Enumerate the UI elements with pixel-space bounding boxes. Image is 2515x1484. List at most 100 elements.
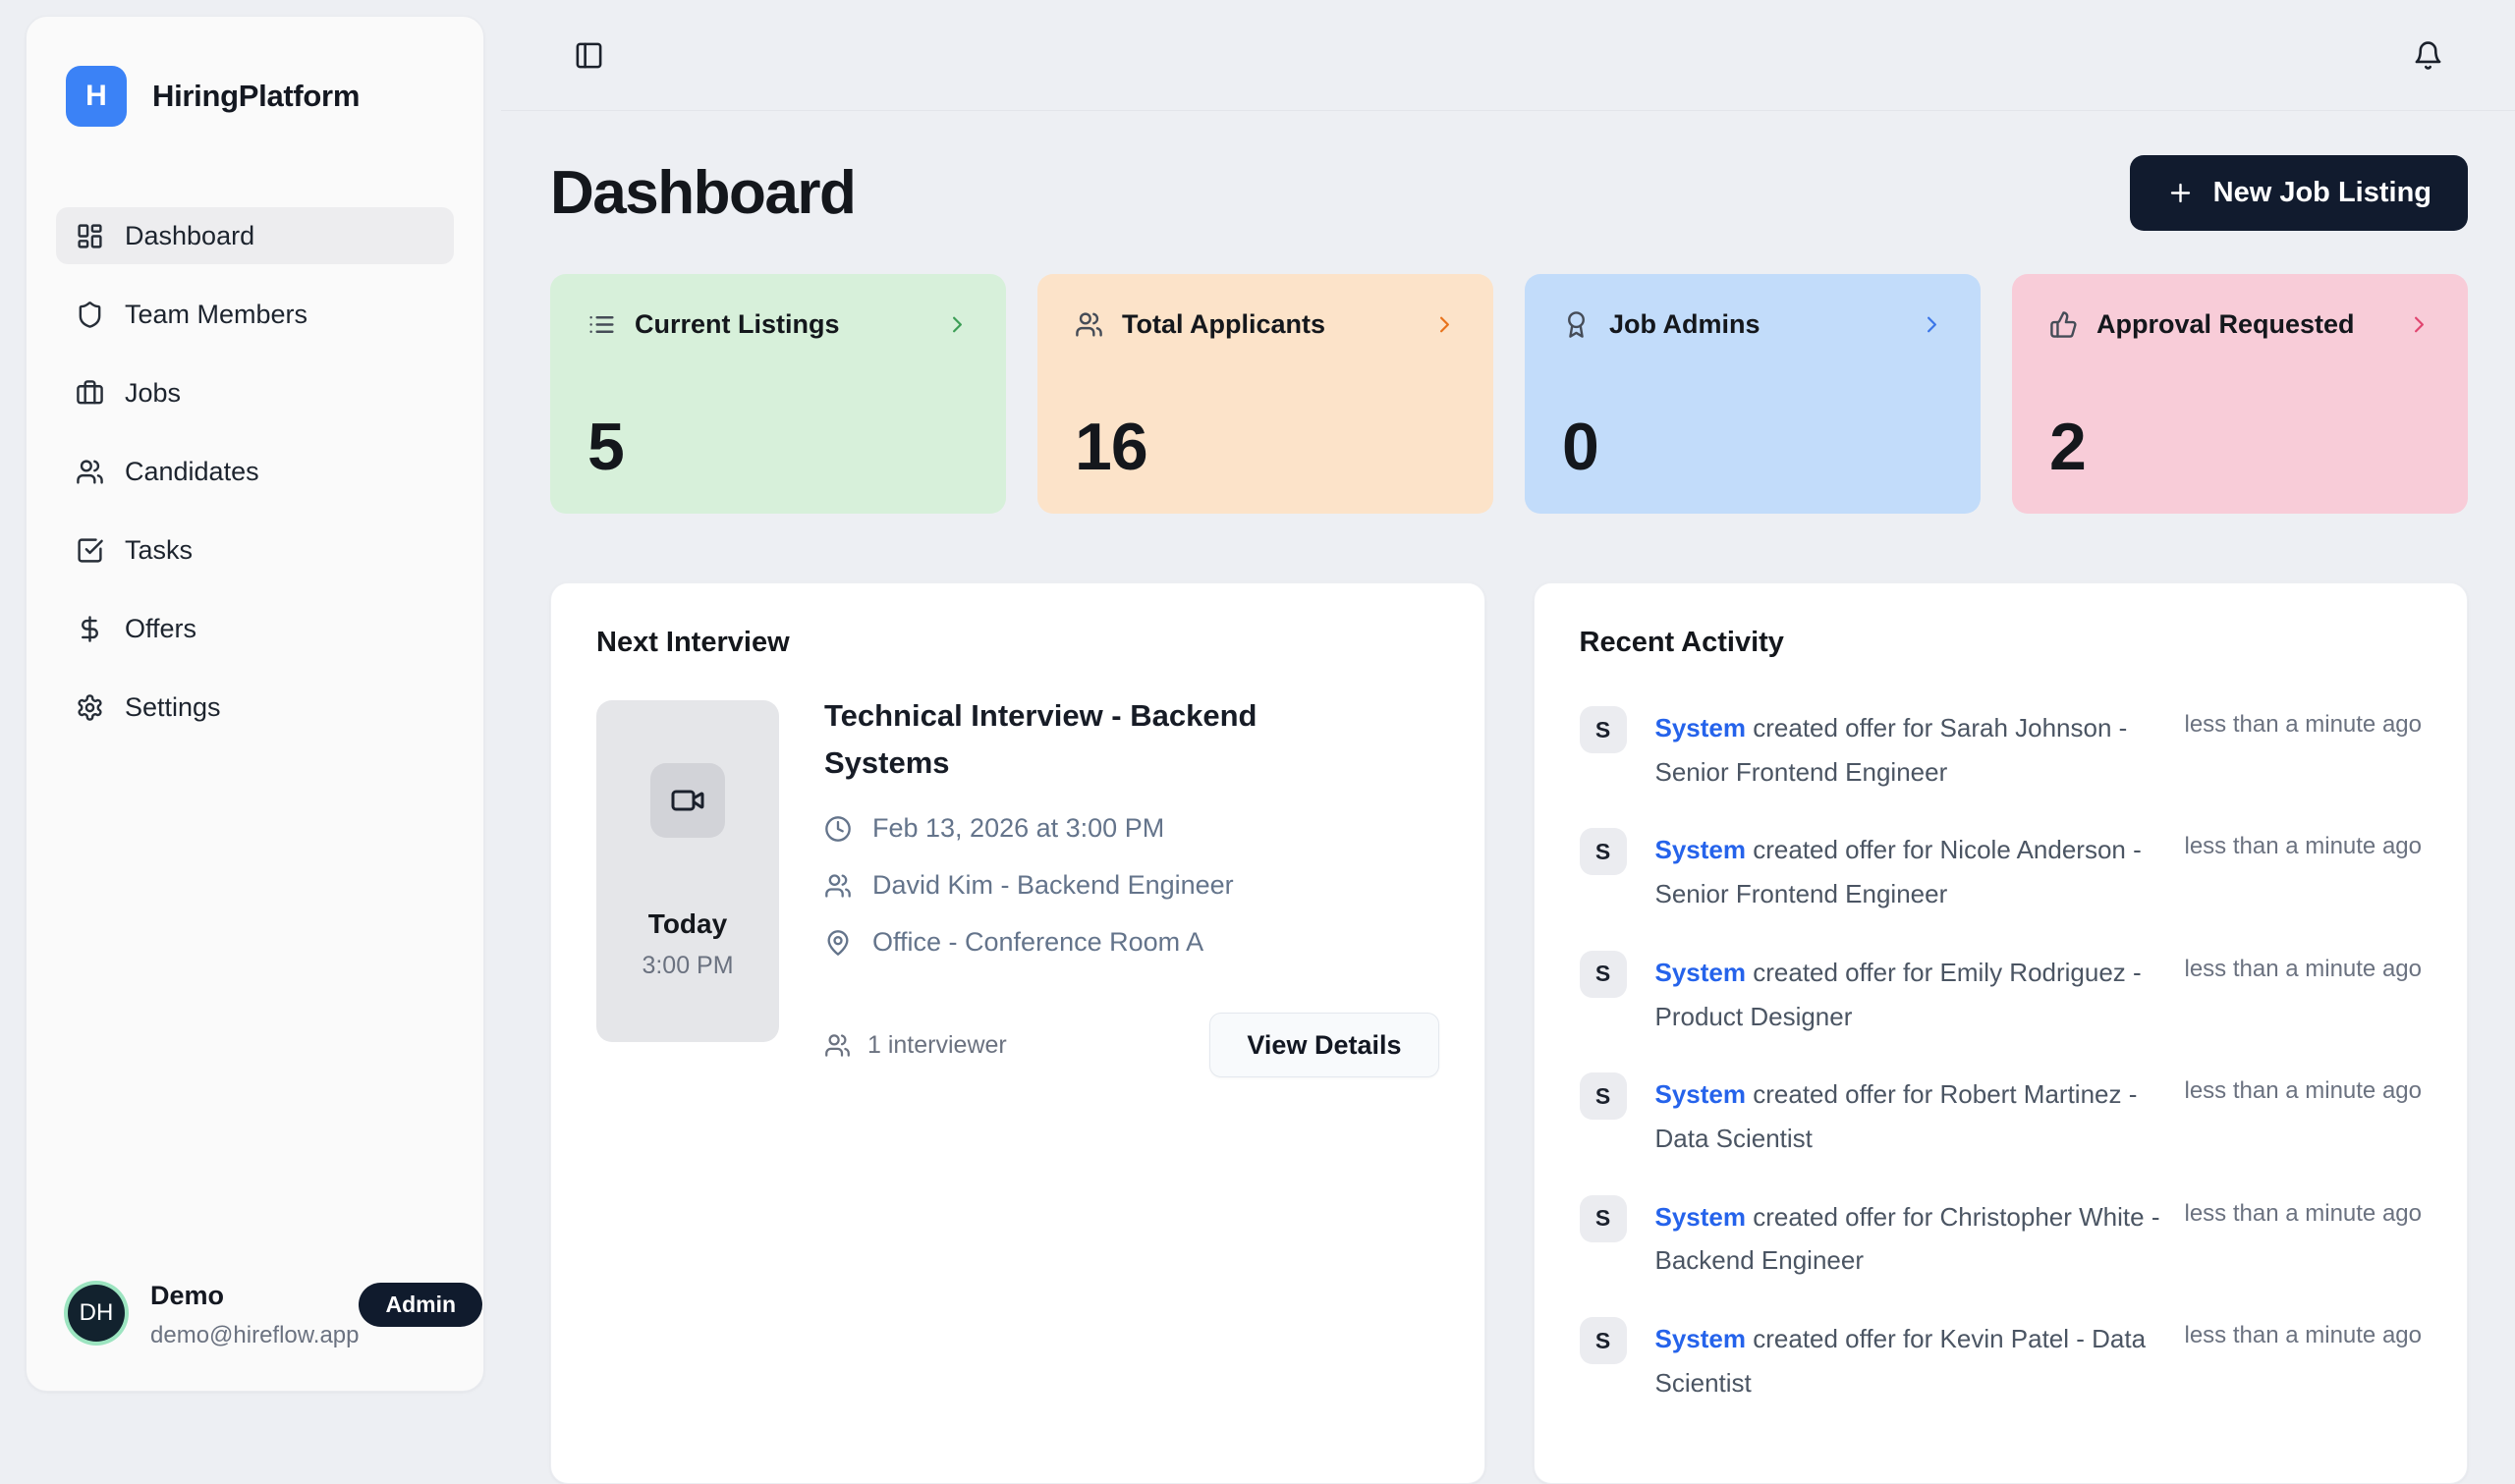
clock-icon xyxy=(825,815,851,842)
users-icon xyxy=(77,459,103,484)
stat-card-total-applicants[interactable]: Total Applicants 16 xyxy=(1037,274,1493,514)
activity-timestamp: less than a minute ago xyxy=(2184,711,2423,738)
stat-label: Job Admins xyxy=(1609,309,1760,339)
user-info: Demo demo@hireflow.app xyxy=(150,1281,359,1349)
avatar-initials: DH xyxy=(79,1299,114,1326)
activity-list: S System created offer for Sarah Johnson… xyxy=(1579,706,2423,1405)
activity-avatar-letter: S xyxy=(1594,1082,1611,1109)
activity-actor-link[interactable]: System xyxy=(1654,713,1747,742)
stat-label: Total Applicants xyxy=(1122,309,1326,339)
interview-date-box: Today 3:00 PM xyxy=(596,700,779,1042)
sidebar-toggle-button[interactable] xyxy=(574,40,604,71)
sidebar-item-label: Offers xyxy=(125,613,197,643)
user-name: Demo xyxy=(150,1281,225,1310)
activity-actor-link[interactable]: System xyxy=(1654,1079,1747,1110)
activity-description: created offer for Sarah Johnson - Senior… xyxy=(1654,713,2128,787)
sidebar-item-offers[interactable]: Offers xyxy=(56,600,454,657)
interview-datetime: Feb 13, 2026 at 3:00 PM xyxy=(872,813,1165,844)
stat-card-current-listings[interactable]: Current Listings 5 xyxy=(550,274,1006,514)
next-interview-panel: Next Interview Today 3:00 PM Technical I… xyxy=(550,582,1485,1484)
sidebar-item-team-members[interactable]: Team Members xyxy=(56,286,454,343)
interview-date-label: Today xyxy=(647,907,728,939)
stat-card-header: Job Admins xyxy=(1562,309,1945,340)
interview-footer: 1 interviewer View Details xyxy=(824,1013,1439,1078)
activity-text: System created offer for Kevin Patel - D… xyxy=(1655,1317,2185,1404)
sidebar-item-dashboard[interactable]: Dashboard xyxy=(56,207,454,264)
next-interview-title: Next Interview xyxy=(596,627,790,658)
activity-actor-link[interactable]: System xyxy=(1654,957,1747,987)
user-email: demo@hireflow.app xyxy=(150,1322,360,1348)
brand-logo-letter: H xyxy=(85,80,107,112)
activity-timestamp: less than a minute ago xyxy=(2184,1077,2423,1105)
topbar xyxy=(501,0,2515,111)
activity-avatar: S xyxy=(1579,1194,1627,1242)
activity-avatar: S xyxy=(1579,706,1627,753)
activity-actor-link[interactable]: System xyxy=(1654,835,1747,865)
main-content: Dashboard New Job Listing Current Listin… xyxy=(501,112,2515,1484)
brand-logo: H xyxy=(66,66,127,127)
notifications-button[interactable] xyxy=(2413,40,2443,71)
brand: H HiringPlatform xyxy=(27,17,483,127)
activity-text: System created offer for Emily Rodriguez… xyxy=(1655,951,2185,1038)
role-badge: Admin xyxy=(359,1283,483,1328)
activity-timestamp: less than a minute ago xyxy=(2184,833,2423,860)
activity-timestamp: less than a minute ago xyxy=(2184,1199,2423,1227)
activity-actor-link[interactable]: System xyxy=(1654,1324,1747,1354)
interview-candidate: David Kim - Backend Engineer xyxy=(872,870,1234,901)
activity-avatar-letter: S xyxy=(1594,1205,1611,1232)
interview-location: Office - Conference Room A xyxy=(872,927,1204,958)
activity-avatar-letter: S xyxy=(1594,838,1611,864)
sidebar-item-jobs[interactable]: Jobs xyxy=(56,364,454,421)
gear-icon xyxy=(78,693,102,721)
sidebar-item-candidates[interactable]: Candidates xyxy=(56,443,454,500)
stat-label: Approval Requested xyxy=(2096,309,2355,339)
activity-avatar: S xyxy=(1579,1072,1627,1121)
stat-label: Current Listings xyxy=(635,309,840,339)
view-details-button[interactable]: View Details xyxy=(1209,1013,1439,1078)
activity-avatar: S xyxy=(1579,950,1627,998)
page-header: Dashboard New Job Listing xyxy=(550,155,2468,231)
stat-card-job-admins[interactable]: Job Admins 0 xyxy=(1525,274,1981,514)
stat-card-header: Total Applicants xyxy=(1075,309,1458,340)
interview-job-title: Technical Interview - Backend Systems xyxy=(824,698,1258,781)
chevron-right-icon xyxy=(1928,316,1936,333)
panel-left-icon xyxy=(576,42,602,68)
square-check-icon xyxy=(78,537,103,563)
stat-value: 2 xyxy=(2049,410,2087,484)
dollar-icon xyxy=(82,615,98,642)
activity-text: System created offer for Sarah Johnson -… xyxy=(1655,706,2185,794)
interview-candidate-row: David Kim - Backend Engineer xyxy=(824,870,1439,901)
sidebar-item-label: Settings xyxy=(125,691,221,722)
user-card[interactable]: DH Demo demo@hireflow.app Admin xyxy=(64,1281,483,1349)
sidebar-item-label: Team Members xyxy=(125,299,308,329)
users-icon xyxy=(825,873,851,898)
plus-icon xyxy=(2170,183,2190,203)
interview-location-row: Office - Conference Room A xyxy=(824,927,1439,958)
activity-item: S System created offer for Robert Martin… xyxy=(1579,1072,2423,1160)
users-icon xyxy=(1076,312,1102,337)
shield-icon xyxy=(79,301,101,328)
page-title: Dashboard xyxy=(550,159,857,227)
stat-card-approval-requested[interactable]: Approval Requested 2 xyxy=(2012,274,2468,514)
chevron-right-icon xyxy=(2415,316,2424,333)
interview-details: Technical Interview - Backend Systems Fe… xyxy=(824,698,1439,1078)
activity-timestamp: less than a minute ago xyxy=(2184,1322,2423,1349)
layout-dashboard-icon xyxy=(78,223,102,248)
map-pin-icon xyxy=(827,929,849,956)
sidebar-item-settings[interactable]: Settings xyxy=(56,679,454,736)
activity-actor-link[interactable]: System xyxy=(1654,1201,1747,1232)
activity-avatar-letter: S xyxy=(1594,716,1611,742)
new-job-listing-button[interactable]: New Job Listing xyxy=(2129,155,2468,231)
activity-avatar-letter: S xyxy=(1594,961,1611,987)
award-icon xyxy=(1568,311,1585,338)
sidebar-item-label: Tasks xyxy=(125,534,194,565)
activity-avatar: S xyxy=(1579,828,1627,876)
activity-description: created offer for Christopher White - Ba… xyxy=(1654,1201,2160,1276)
activity-description: created offer for Robert Martinez - Data… xyxy=(1654,1079,2138,1154)
interviewer-count-label: 1 interviewer xyxy=(867,1030,1007,1059)
sidebar-item-tasks[interactable]: Tasks xyxy=(56,522,454,578)
new-job-listing-label: New Job Listing xyxy=(2212,177,2431,208)
chevron-right-icon xyxy=(953,316,962,333)
activity-description: created offer for Nicole Anderson - Seni… xyxy=(1654,835,2142,909)
activity-item: S System created offer for Emily Rodrigu… xyxy=(1579,950,2422,1038)
